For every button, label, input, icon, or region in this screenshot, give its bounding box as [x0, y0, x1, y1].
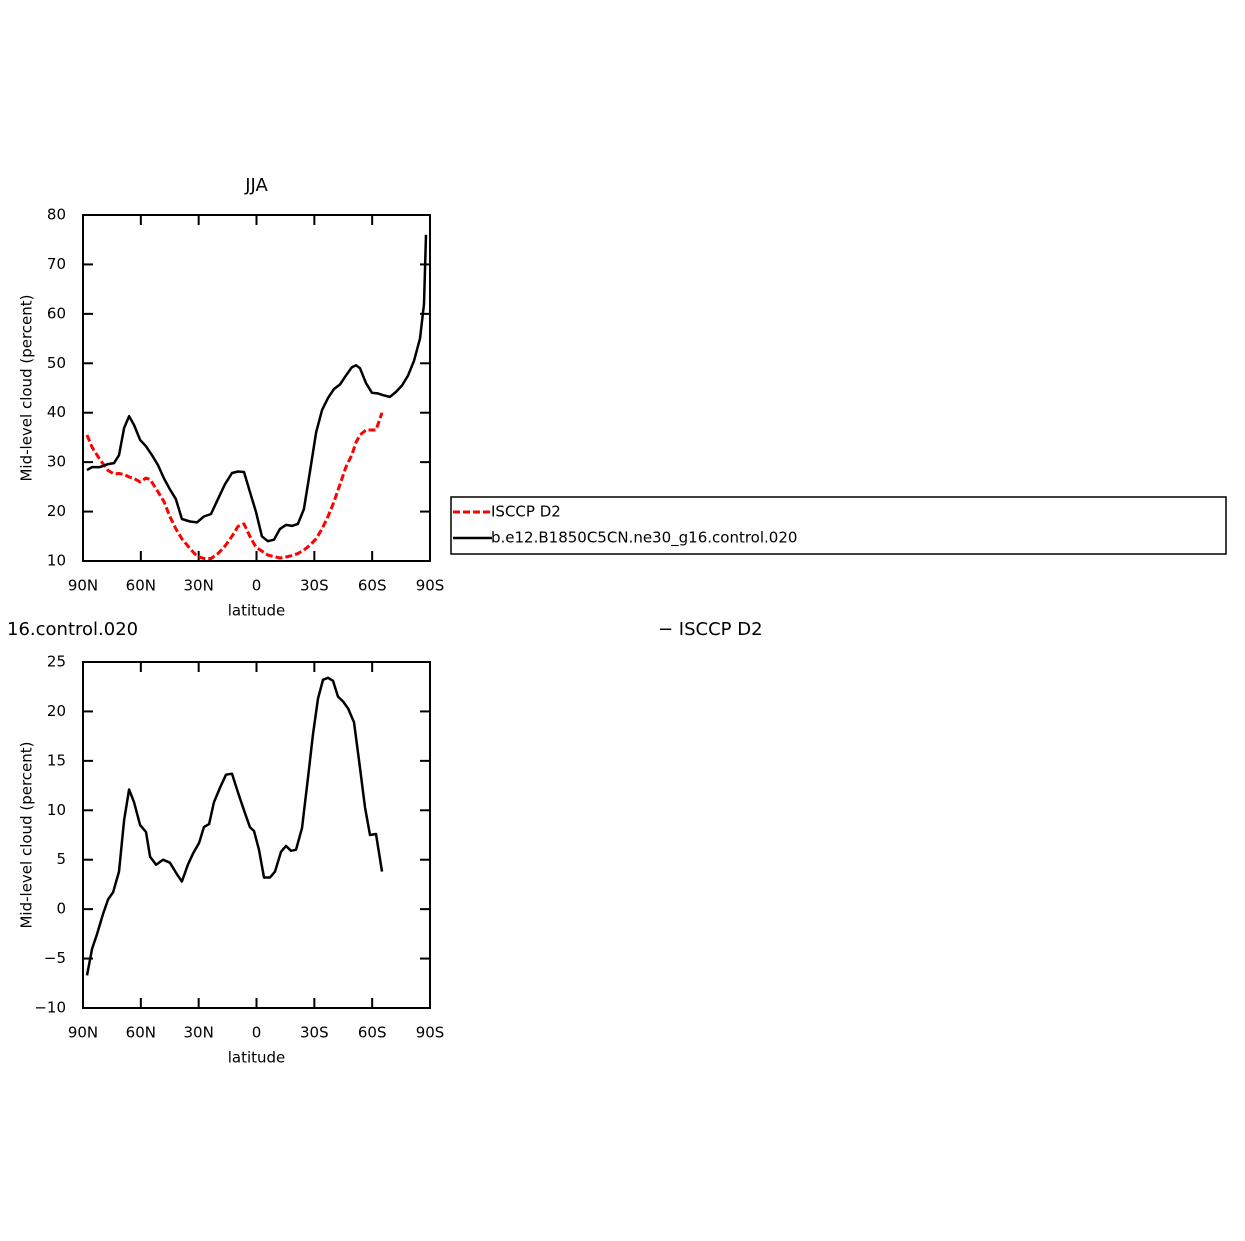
- x-tick-label: 30S: [300, 1024, 329, 1042]
- y-tick-label: 20: [47, 502, 66, 520]
- legend-box: [450, 496, 1227, 555]
- plot-frame: [82, 661, 431, 1009]
- x-tick-label: 0: [252, 1024, 262, 1042]
- y-tick-label: 40: [47, 403, 66, 421]
- x-tick-label: 60N: [126, 1024, 156, 1042]
- y-tick-label: 0: [56, 900, 66, 918]
- y-tick-label: 30: [47, 453, 66, 471]
- y-tick-label: 80: [47, 206, 66, 224]
- y-axis-label: Mid-level cloud (percent): [18, 741, 36, 928]
- series-line: [85, 676, 384, 976]
- x-tick-label: 90S: [416, 1024, 445, 1042]
- legend-label: ISCCP D2: [491, 503, 561, 521]
- x-tick-label: 60S: [358, 1024, 387, 1042]
- y-tick-label: 70: [47, 255, 66, 273]
- x-tick-label: 60S: [358, 577, 387, 595]
- y-tick-label: −5: [44, 949, 66, 967]
- series-line: [86, 234, 428, 543]
- plot-frame: [82, 214, 431, 562]
- x-tick-label: 90N: [68, 1024, 98, 1042]
- y-tick-label: 60: [47, 304, 66, 322]
- x-axis-label: latitude: [228, 1049, 286, 1067]
- x-tick-label: 60N: [126, 577, 156, 595]
- x-tick-label: 30N: [184, 1024, 214, 1042]
- chart-title-left: 16.control.020: [7, 619, 138, 640]
- series-line: [85, 412, 384, 560]
- y-tick-label: 10: [47, 552, 66, 570]
- x-tick-label: 30N: [184, 577, 214, 595]
- y-tick-label: −10: [34, 999, 66, 1017]
- x-tick-label: 0: [252, 577, 262, 595]
- y-tick-label: 10: [47, 801, 66, 819]
- y-axis-label: Mid-level cloud (percent): [18, 294, 36, 481]
- chart-title: JJA: [244, 175, 268, 196]
- legend-label: b.e12.B1850C5CN.ne30_g16.control.020: [491, 529, 797, 548]
- y-tick-label: 15: [47, 751, 66, 769]
- x-tick-label: 90S: [416, 577, 445, 595]
- x-tick-label: 30S: [300, 577, 329, 595]
- y-tick-label: 5: [56, 850, 66, 868]
- y-tick-label: 20: [47, 702, 66, 720]
- y-tick-label: 25: [47, 653, 66, 671]
- x-tick-label: 90N: [68, 577, 98, 595]
- chart-title-right: − ISCCP D2: [658, 619, 763, 640]
- y-tick-label: 50: [47, 354, 66, 372]
- x-axis-label: latitude: [228, 602, 286, 620]
